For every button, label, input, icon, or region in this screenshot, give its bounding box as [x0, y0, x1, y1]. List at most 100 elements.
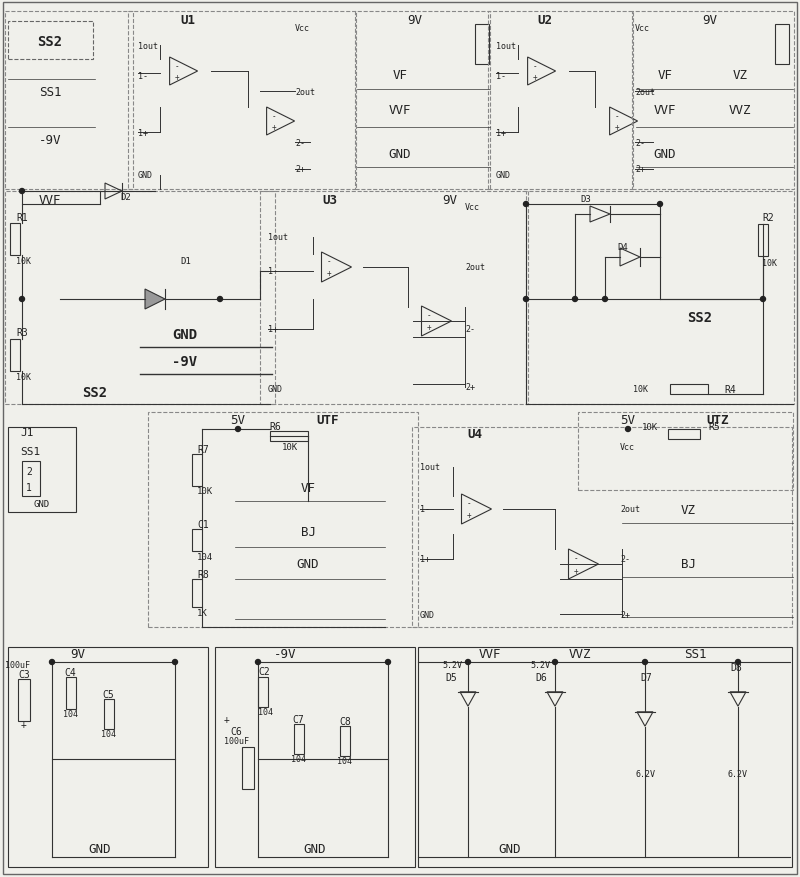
Text: 1out: 1out: [268, 233, 288, 242]
Circle shape: [386, 660, 390, 665]
Text: GND: GND: [304, 843, 326, 856]
Text: R2: R2: [762, 213, 774, 223]
Text: +: +: [574, 566, 578, 574]
Text: +: +: [426, 323, 431, 332]
Text: D6: D6: [535, 673, 546, 682]
Bar: [10, 339, 20, 372]
Text: -: -: [532, 62, 537, 71]
Bar: [418, 647, 792, 867]
Polygon shape: [145, 289, 165, 310]
Text: 10K: 10K: [16, 373, 31, 382]
Text: Vcc: Vcc: [295, 24, 310, 32]
Text: R7: R7: [197, 445, 209, 454]
Bar: [258, 677, 268, 707]
Text: D8: D8: [730, 662, 742, 673]
Text: GND: GND: [173, 328, 198, 342]
Bar: [775, 25, 789, 65]
Text: U3: U3: [322, 193, 338, 206]
Text: 2+: 2+: [620, 610, 630, 619]
Text: -: -: [574, 554, 578, 563]
Circle shape: [255, 660, 261, 665]
Text: GND: GND: [389, 148, 411, 161]
Text: Vcc: Vcc: [635, 24, 650, 32]
Text: 2-: 2-: [620, 555, 630, 564]
Circle shape: [173, 660, 178, 665]
Text: SS2: SS2: [38, 35, 62, 49]
Text: 1-: 1-: [138, 71, 148, 81]
Text: 1out: 1out: [496, 41, 516, 51]
Text: VF: VF: [393, 68, 407, 82]
Text: R5: R5: [708, 422, 720, 431]
Text: 10K: 10K: [282, 443, 298, 452]
Bar: [412, 427, 792, 627]
Text: +: +: [21, 719, 27, 729]
Text: Vcc: Vcc: [620, 443, 635, 452]
Text: VVF: VVF: [654, 103, 676, 117]
Text: +: +: [224, 714, 230, 724]
Text: 5.2V: 5.2V: [530, 660, 550, 669]
Text: U2: U2: [538, 13, 553, 26]
Text: 2out: 2out: [465, 263, 485, 272]
Text: UTF: UTF: [317, 413, 339, 426]
Text: -: -: [426, 311, 431, 320]
Bar: [670, 384, 708, 395]
Circle shape: [19, 297, 25, 303]
Circle shape: [235, 427, 241, 432]
Bar: [355, 12, 490, 189]
Text: -: -: [614, 111, 619, 121]
Text: GND: GND: [89, 843, 111, 856]
Text: 10K: 10K: [197, 487, 213, 496]
Text: 2out: 2out: [620, 505, 640, 514]
Text: VVZ: VVZ: [569, 648, 591, 660]
Bar: [270, 431, 308, 441]
Circle shape: [602, 297, 607, 303]
Text: 2out: 2out: [295, 88, 315, 96]
Text: D3: D3: [580, 196, 590, 204]
Text: 2+: 2+: [635, 165, 645, 175]
Text: GND: GND: [498, 843, 522, 856]
Text: -9V: -9V: [274, 648, 296, 660]
Text: 1+: 1+: [420, 555, 430, 564]
Text: C7: C7: [292, 714, 304, 724]
Text: 10K: 10K: [642, 422, 658, 431]
Bar: [192, 454, 202, 487]
Text: -: -: [271, 111, 276, 121]
Bar: [526, 192, 794, 404]
Text: U1: U1: [181, 13, 195, 26]
Text: 2+: 2+: [465, 383, 475, 392]
Text: 2: 2: [26, 467, 32, 476]
Circle shape: [658, 203, 662, 207]
Text: GND: GND: [138, 171, 153, 181]
Text: 1-: 1-: [420, 505, 430, 514]
Text: GND: GND: [420, 610, 435, 619]
Bar: [10, 224, 20, 256]
Text: 1-: 1-: [496, 71, 506, 81]
Text: VZ: VZ: [733, 68, 747, 82]
Bar: [5, 12, 133, 189]
Text: 10K: 10K: [633, 385, 647, 394]
Text: D1: D1: [180, 257, 190, 267]
Bar: [5, 192, 275, 404]
Text: 2-: 2-: [295, 139, 305, 147]
Circle shape: [761, 297, 766, 303]
Text: 1: 1: [26, 482, 32, 493]
Circle shape: [626, 427, 630, 432]
Text: C2: C2: [258, 667, 270, 676]
Text: 104: 104: [338, 757, 353, 766]
Bar: [632, 12, 794, 189]
Text: 100uF: 100uF: [224, 737, 249, 745]
Text: VVZ: VVZ: [729, 103, 751, 117]
Circle shape: [523, 297, 529, 303]
Text: 1+: 1+: [496, 128, 506, 138]
Text: GND: GND: [654, 148, 676, 161]
Text: R8: R8: [197, 569, 209, 580]
Text: GND: GND: [297, 558, 319, 571]
Text: VVF: VVF: [38, 193, 62, 206]
Bar: [8, 22, 93, 60]
Text: GND: GND: [496, 171, 511, 181]
Text: 2-: 2-: [465, 325, 475, 334]
Text: +: +: [326, 269, 331, 278]
Circle shape: [735, 660, 741, 665]
Text: 104: 104: [197, 553, 213, 562]
Text: VF: VF: [658, 68, 673, 82]
